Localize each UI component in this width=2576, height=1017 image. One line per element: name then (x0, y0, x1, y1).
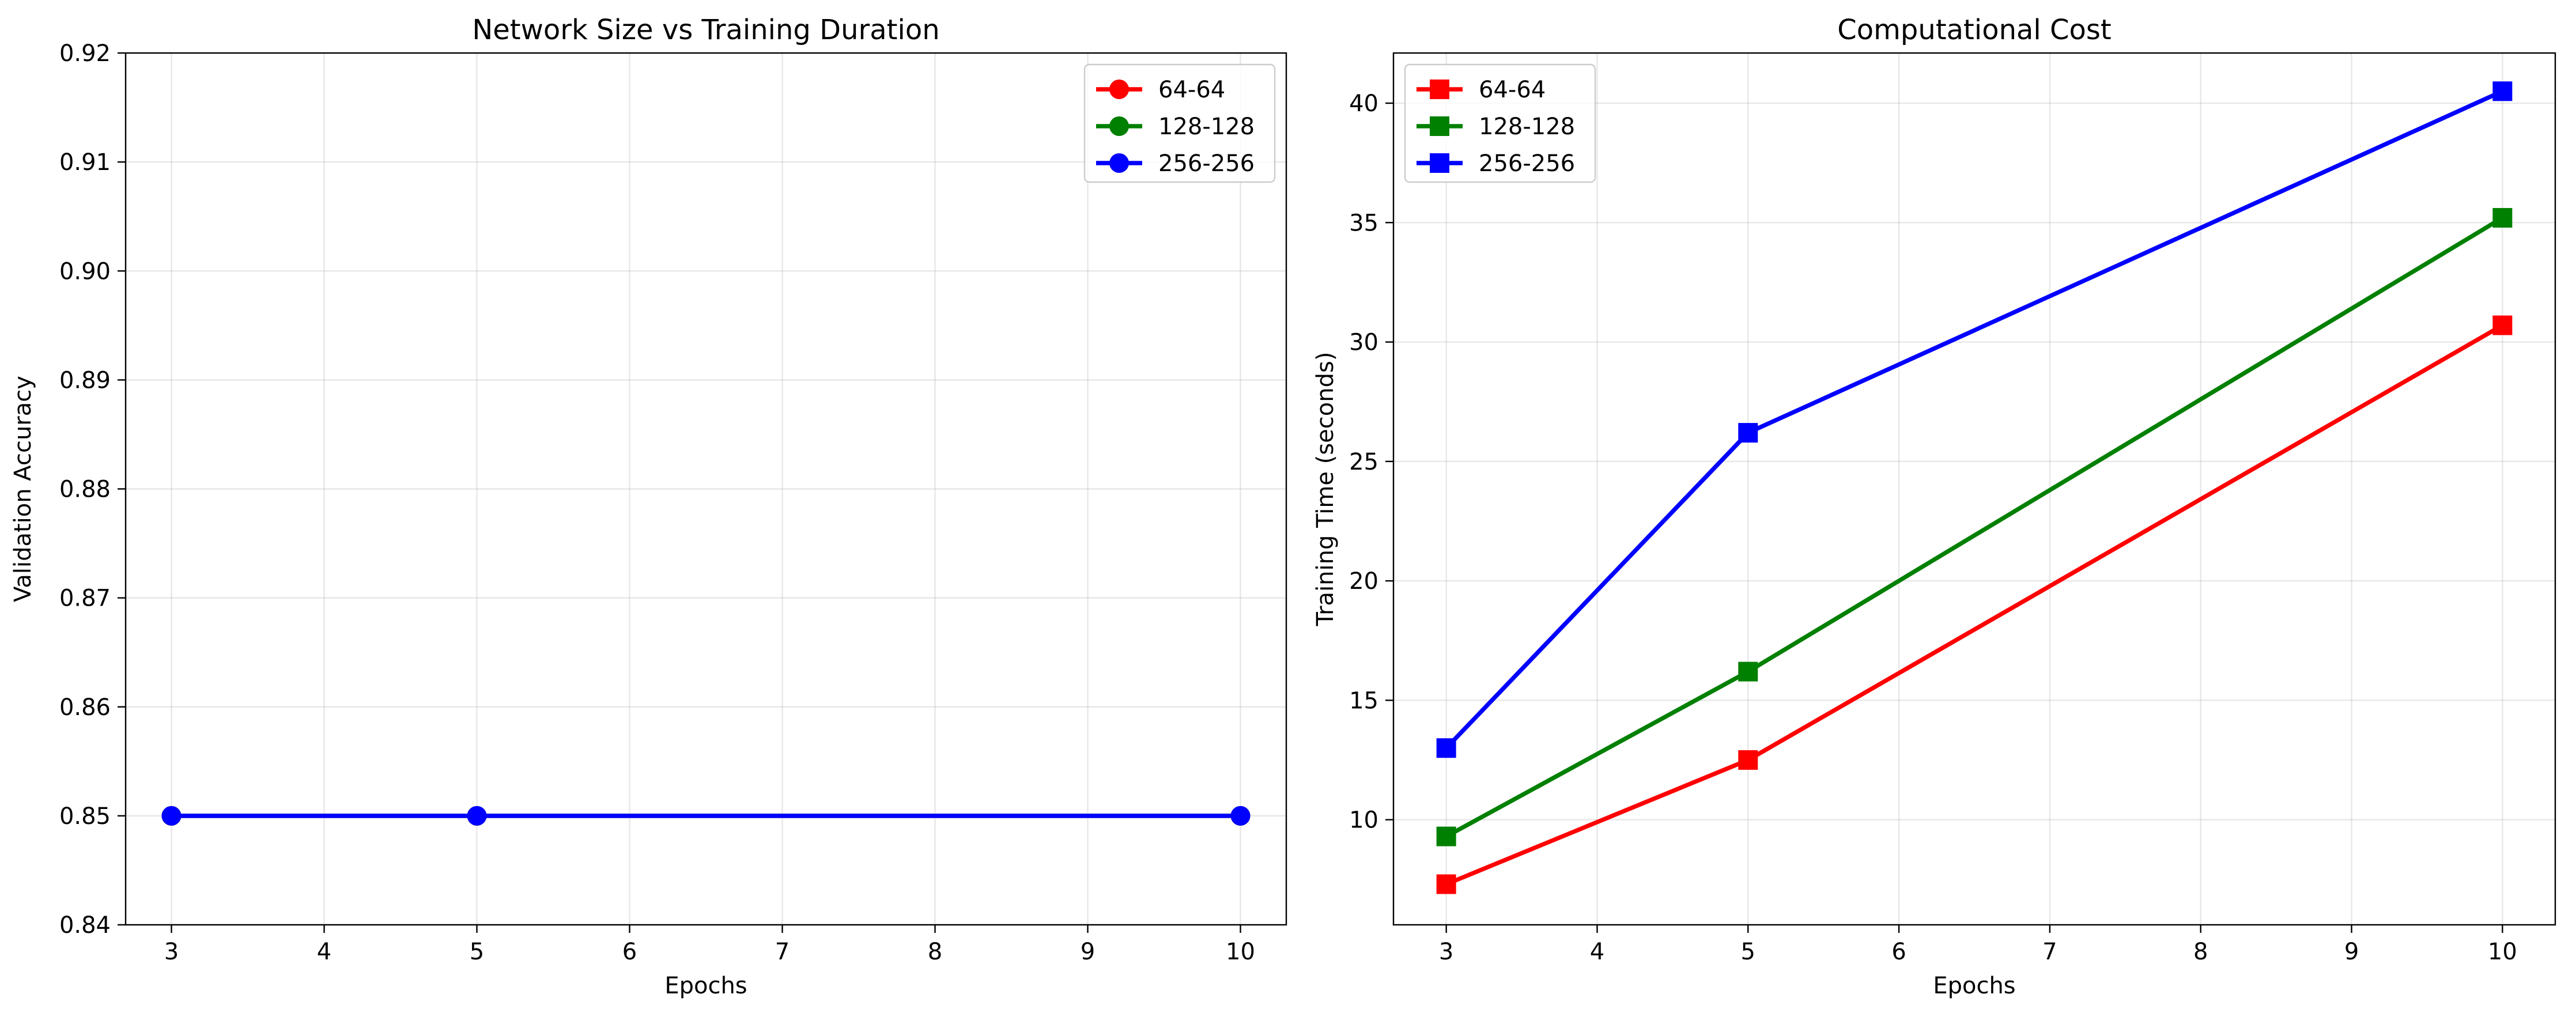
chart-title: Computational Cost (1837, 14, 2111, 46)
data-point-128-128-5 (1738, 661, 1758, 682)
y-tick-label-1: 15 (1349, 687, 1378, 714)
x-tick-label-5: 5 (1741, 939, 1755, 965)
x-tick-label-6: 6 (1891, 939, 1906, 965)
y-tick-label-3: 0.87 (59, 585, 111, 612)
data-point-128-128-3 (1436, 826, 1456, 846)
y-tick-label-2: 20 (1349, 568, 1378, 595)
data-point-64-64-5 (1738, 750, 1758, 770)
data-point-256-256-10 (1230, 806, 1251, 826)
legend-swatch-marker-256-256 (1109, 153, 1129, 173)
x-tick-label-4: 4 (1590, 939, 1604, 965)
x-tick-label-7: 7 (775, 939, 790, 965)
y-tick-label-5: 35 (1349, 210, 1378, 236)
y-tick-label-7: 0.91 (59, 149, 111, 176)
x-tick-label-8: 8 (2193, 939, 2208, 965)
legend-swatch-marker-64-64 (1109, 80, 1129, 99)
legend-swatch-marker-128-128 (1430, 116, 1449, 136)
data-point-64-64-3 (1436, 874, 1456, 894)
y-tick-label-4: 0.88 (59, 477, 111, 503)
x-tick-label-3: 3 (164, 939, 179, 965)
y-tick-label-5: 0.89 (59, 367, 111, 394)
legend-box (1404, 63, 1596, 183)
legend: 64-64 128-128 256-256 (1083, 63, 1276, 183)
axes-frame (1392, 52, 2556, 926)
data-point-128-128-10 (2492, 208, 2513, 228)
y-tick-label-4: 30 (1349, 330, 1378, 356)
y-tick-label-2: 0.86 (59, 694, 111, 721)
x-tick-label-9: 9 (1081, 939, 1095, 965)
y-tick-label-1: 0.85 (59, 803, 111, 830)
data-point-256-256-3 (161, 806, 182, 826)
legend-label-128-128: 128-128 (1479, 114, 1575, 140)
y-tick-label-0: 0.84 (59, 912, 111, 939)
legend: 64-64 128-128 256-256 (1404, 63, 1596, 183)
legend-label-128-128: 128-128 (1158, 114, 1255, 140)
chart-panel-1: 3 4 5 6 7 8 9 10 0.84 0.85 0.86 0.87 0.88 0.89 0.90 0.9… (10, 14, 1287, 999)
y-tick-label-6: 40 (1349, 90, 1378, 117)
legend-label-256-256: 256-256 (1158, 150, 1255, 177)
x-axis-label: Epochs (664, 973, 747, 999)
x-tick-label-9: 9 (2344, 939, 2359, 965)
chart-title: Network Size vs Training Duration (472, 14, 939, 46)
legend-box (1083, 63, 1276, 183)
y-axis-label: Training Time (seconds) (1312, 352, 1339, 627)
y-tick-label-6: 0.90 (59, 258, 111, 285)
legend-swatch-marker-64-64 (1430, 80, 1449, 99)
legend-label-256-256: 256-256 (1479, 150, 1575, 177)
x-axis-label: Epochs (1933, 973, 2015, 999)
x-tick-label-6: 6 (622, 939, 637, 965)
y-axis-label: Validation Accuracy (10, 376, 36, 602)
y-tick-label-3: 25 (1349, 449, 1378, 475)
chart-panel-2: 3 4 5 6 7 8 9 10 10 15 20 25 30 35 40 Computational Cos… (1312, 14, 2556, 999)
x-tick-label-10: 10 (2488, 939, 2517, 965)
data-point-64-64-10 (2492, 315, 2513, 335)
y-tick-label-0: 10 (1349, 807, 1378, 834)
y-tick-label-8: 0.92 (59, 40, 111, 67)
data-point-256-256-3 (1436, 738, 1456, 758)
data-point-256-256-5 (1738, 423, 1758, 443)
x-tick-label-5: 5 (470, 939, 484, 965)
legend-swatch-marker-128-128 (1109, 116, 1129, 136)
x-tick-label-10: 10 (1226, 939, 1255, 965)
legend-swatch-marker-256-256 (1430, 153, 1449, 173)
x-tick-label-7: 7 (2042, 939, 2057, 965)
x-tick-label-3: 3 (1439, 939, 1453, 965)
data-point-256-256-5 (467, 806, 487, 826)
x-tick-label-8: 8 (928, 939, 942, 965)
x-tick-label-4: 4 (317, 939, 331, 965)
legend-label-64-64: 64-64 (1158, 77, 1225, 103)
legend-label-64-64: 64-64 (1479, 77, 1546, 103)
data-point-256-256-10 (2492, 81, 2513, 101)
